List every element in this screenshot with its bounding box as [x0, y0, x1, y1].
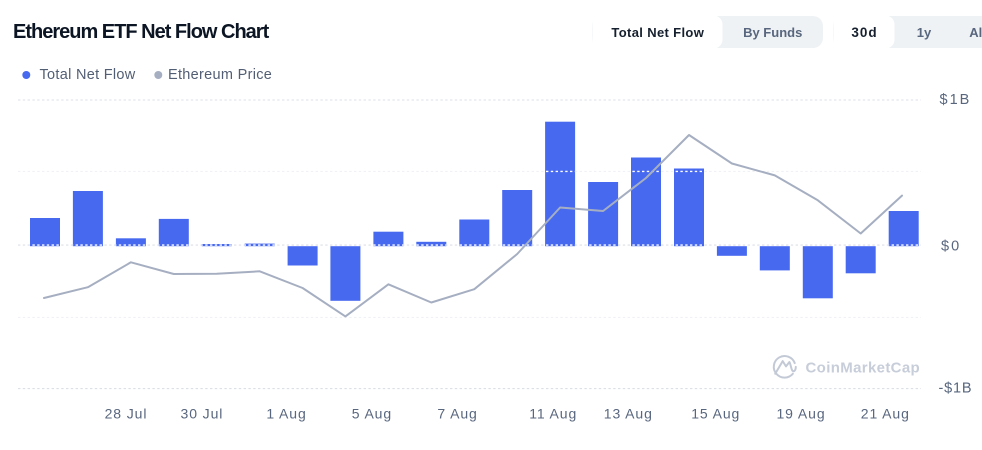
svg-text:CoinMarketCap: CoinMarketCap	[806, 360, 921, 377]
svg-text:21 Aug: 21 Aug	[861, 406, 910, 422]
svg-text:28 Jul: 28 Jul	[105, 406, 148, 422]
svg-text:Total Net Flow: Total Net Flow	[40, 67, 136, 83]
svg-text:1 Aug: 1 Aug	[266, 406, 306, 422]
svg-text:7 Aug: 7 Aug	[437, 406, 477, 422]
svg-text:Total Net Flow: Total Net Flow	[611, 25, 704, 40]
svg-text:-$1B: -$1B	[939, 381, 973, 397]
svg-text:Ethereum Price: Ethereum Price	[168, 67, 272, 83]
svg-text:$1B: $1B	[940, 92, 972, 108]
svg-text:5 Aug: 5 Aug	[352, 406, 392, 422]
svg-text:15 Aug: 15 Aug	[691, 406, 740, 422]
svg-text:30d: 30d	[851, 25, 877, 40]
svg-text:By Funds: By Funds	[743, 25, 802, 40]
svg-text:13 Aug: 13 Aug	[604, 406, 653, 422]
svg-text:1y: 1y	[917, 25, 932, 40]
svg-text:$0: $0	[941, 238, 961, 254]
svg-text:30 Jul: 30 Jul	[181, 406, 224, 422]
svg-text:Ethereum ETF Net Flow Chart: Ethereum ETF Net Flow Chart	[13, 21, 270, 43]
svg-text:19 Aug: 19 Aug	[777, 406, 826, 422]
svg-text:All: All	[969, 25, 982, 40]
svg-text:11 Aug: 11 Aug	[529, 406, 577, 422]
